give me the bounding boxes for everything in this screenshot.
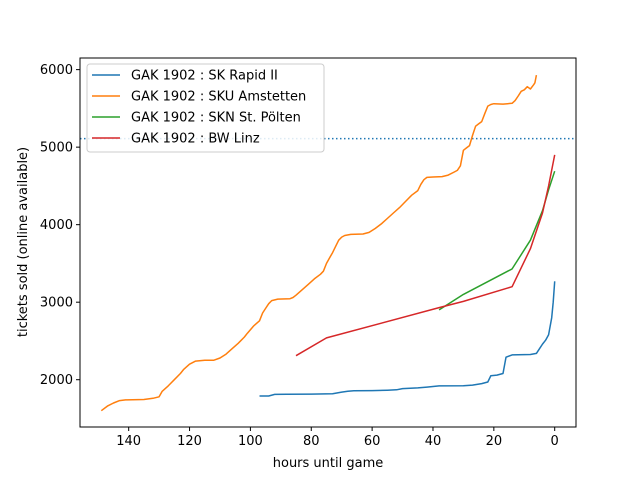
legend-entry-0: GAK 1902 : SK Rapid II <box>131 69 278 84</box>
legend-entry-3: GAK 1902 : BW Linz <box>131 132 260 147</box>
x-tick-label: 80 <box>303 434 320 449</box>
x-tick-label: 20 <box>486 434 503 449</box>
x-tick-label: 0 <box>551 434 559 449</box>
x-tick-label: 40 <box>425 434 442 449</box>
legend-box <box>86 63 325 153</box>
series-line-1 <box>100 74 538 412</box>
y-tick-label: 3000 <box>40 296 73 311</box>
x-tick-label: 120 <box>177 434 202 449</box>
series-line-3 <box>295 154 556 357</box>
x-axis: 140 120 100 80 60 40 20 0 <box>116 427 559 449</box>
x-tick-label: 140 <box>116 434 141 449</box>
legend-entry-1: GAK 1902 : SKU Amstetten <box>131 90 306 105</box>
x-tick-label: 100 <box>238 434 263 449</box>
legend-entry-2: GAK 1902 : SKN St. Pölten <box>131 111 301 126</box>
axes-frame <box>79 57 577 428</box>
x-tick-label: 60 <box>364 434 381 449</box>
plot-area <box>80 74 576 412</box>
y-tick-label: 6000 <box>40 63 73 78</box>
series-line-2 <box>438 170 556 311</box>
x-axis-label: hours until game <box>273 456 384 471</box>
y-tick-label: 2000 <box>40 373 73 388</box>
legend: GAK 1902 : SK Rapid II GAK 1902 : SKU Ams… <box>86 63 325 153</box>
y-axis: 2000 3000 4000 5000 6000 <box>40 63 80 388</box>
y-axis-label: tickets sold (online available) <box>16 147 31 337</box>
y-tick-label: 4000 <box>40 218 73 233</box>
series-line-0 <box>259 281 556 397</box>
y-tick-label: 5000 <box>40 141 73 156</box>
